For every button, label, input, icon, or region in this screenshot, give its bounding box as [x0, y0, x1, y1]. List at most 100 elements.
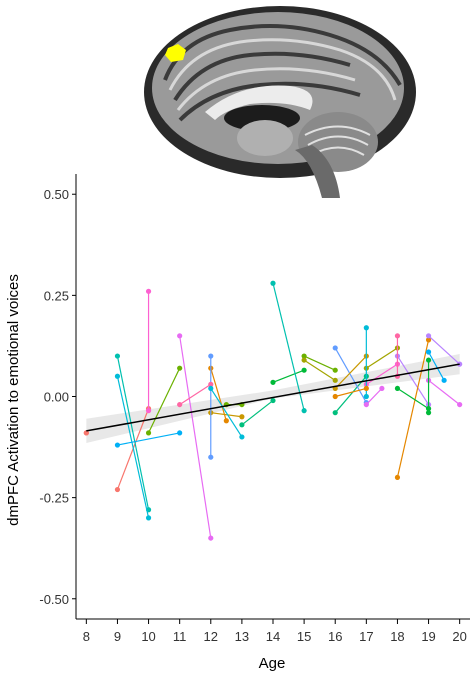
- data-point: [239, 434, 245, 440]
- x-tick-label: 19: [421, 629, 435, 644]
- data-point: [425, 333, 432, 339]
- series-line: [117, 432, 180, 446]
- data-point: [363, 325, 369, 331]
- series-15: [270, 280, 307, 414]
- data-point: [208, 353, 214, 359]
- brain-gyri: [163, 24, 402, 122]
- x-axis-title: Age: [259, 655, 286, 672]
- y-axis-title: dmPFC Activation to emotional voices: [5, 274, 22, 526]
- data-point: [145, 515, 152, 521]
- plot-panel: 0.50 0.25 0.00 -0.25 -0.50 8 9 10 11 12 13 14 15 16 1…: [39, 174, 470, 644]
- series-27: [239, 397, 276, 428]
- series-33: [332, 385, 369, 400]
- data-point: [332, 367, 338, 373]
- regression-line: [86, 363, 460, 432]
- brain-sagittal-slice-image: [144, 6, 416, 198]
- x-tick-label: 9: [114, 629, 121, 644]
- data-point: [394, 385, 401, 392]
- series-line: [428, 351, 445, 381]
- series-5: [270, 367, 307, 385]
- series-line: [303, 355, 336, 371]
- series-7: [114, 353, 152, 513]
- series-layer: [83, 280, 463, 541]
- series-24: [363, 361, 401, 387]
- series-line: [366, 363, 398, 385]
- x-tick-label: 11: [173, 629, 187, 644]
- data-point: [363, 393, 369, 400]
- data-point: [270, 397, 276, 404]
- series-29: [83, 430, 89, 436]
- series-line: [334, 347, 367, 403]
- data-point: [332, 377, 338, 383]
- corpus-callosum: [205, 85, 313, 120]
- data-point: [379, 385, 385, 392]
- series-line: [428, 335, 461, 365]
- y-tick-label: 0.00: [44, 390, 69, 405]
- series-line: [272, 369, 305, 383]
- data-point: [114, 486, 121, 493]
- data-point: [114, 442, 121, 448]
- data-point: [332, 345, 338, 351]
- data-point: [239, 414, 245, 420]
- series-line: [116, 376, 150, 518]
- data-point: [425, 357, 432, 363]
- data-point: [208, 385, 214, 392]
- data-point: [177, 365, 183, 371]
- series-10: [208, 353, 214, 460]
- data-point: [83, 430, 89, 436]
- series-line: [179, 383, 212, 406]
- data-point: [394, 333, 401, 339]
- data-point: [145, 288, 152, 294]
- data-point: [363, 385, 369, 392]
- data-point: [394, 474, 401, 481]
- data-point: [223, 418, 229, 424]
- data-point: [332, 410, 338, 416]
- series-26: [301, 357, 338, 383]
- data-point: [457, 401, 463, 408]
- series-line: [241, 400, 274, 426]
- data-point: [145, 430, 152, 436]
- data-point: [425, 410, 432, 416]
- data-point: [425, 349, 432, 355]
- series-22: [301, 353, 338, 373]
- data-point: [145, 408, 152, 414]
- data-point: [270, 379, 276, 385]
- series-line: [397, 387, 429, 410]
- x-tick-label: 10: [141, 629, 155, 644]
- x-tick-label: 16: [328, 629, 342, 644]
- series-line: [272, 283, 305, 411]
- series-line: [334, 355, 367, 389]
- data-point: [177, 401, 183, 408]
- data-point: [363, 401, 369, 408]
- data-point: [332, 393, 338, 400]
- data-point: [270, 280, 276, 286]
- x-tick-label: 18: [390, 629, 404, 644]
- series-4: [145, 365, 183, 436]
- data-point: [208, 381, 214, 387]
- thalamus: [237, 120, 293, 156]
- data-point: [441, 377, 447, 383]
- x-tick-label: 14: [266, 629, 280, 644]
- brainstem: [295, 145, 340, 198]
- series-line: [210, 412, 242, 418]
- x-axis-ticks: 8 9 10 11 12 13 14 15 16 17 18 19 20: [83, 619, 467, 644]
- data-point: [425, 337, 432, 343]
- y-tick-label: -0.25: [39, 491, 69, 506]
- regression-layer: [86, 363, 460, 432]
- data-point: [208, 454, 214, 460]
- series-line: [335, 387, 367, 398]
- series-line: [428, 379, 461, 406]
- data-point: [114, 373, 121, 379]
- series-32: [363, 385, 385, 408]
- x-tick-label: 17: [359, 629, 373, 644]
- series-line: [396, 339, 430, 478]
- series-line: [365, 387, 383, 406]
- series-12: [177, 333, 214, 541]
- series-25: [363, 325, 369, 400]
- series-line: [179, 335, 212, 539]
- x-tick-label: 13: [235, 629, 249, 644]
- series-20: [425, 349, 447, 383]
- y-axis-ticks: 0.50 0.25 0.00 -0.25 -0.50: [39, 187, 76, 607]
- x-tick-label: 15: [297, 629, 311, 644]
